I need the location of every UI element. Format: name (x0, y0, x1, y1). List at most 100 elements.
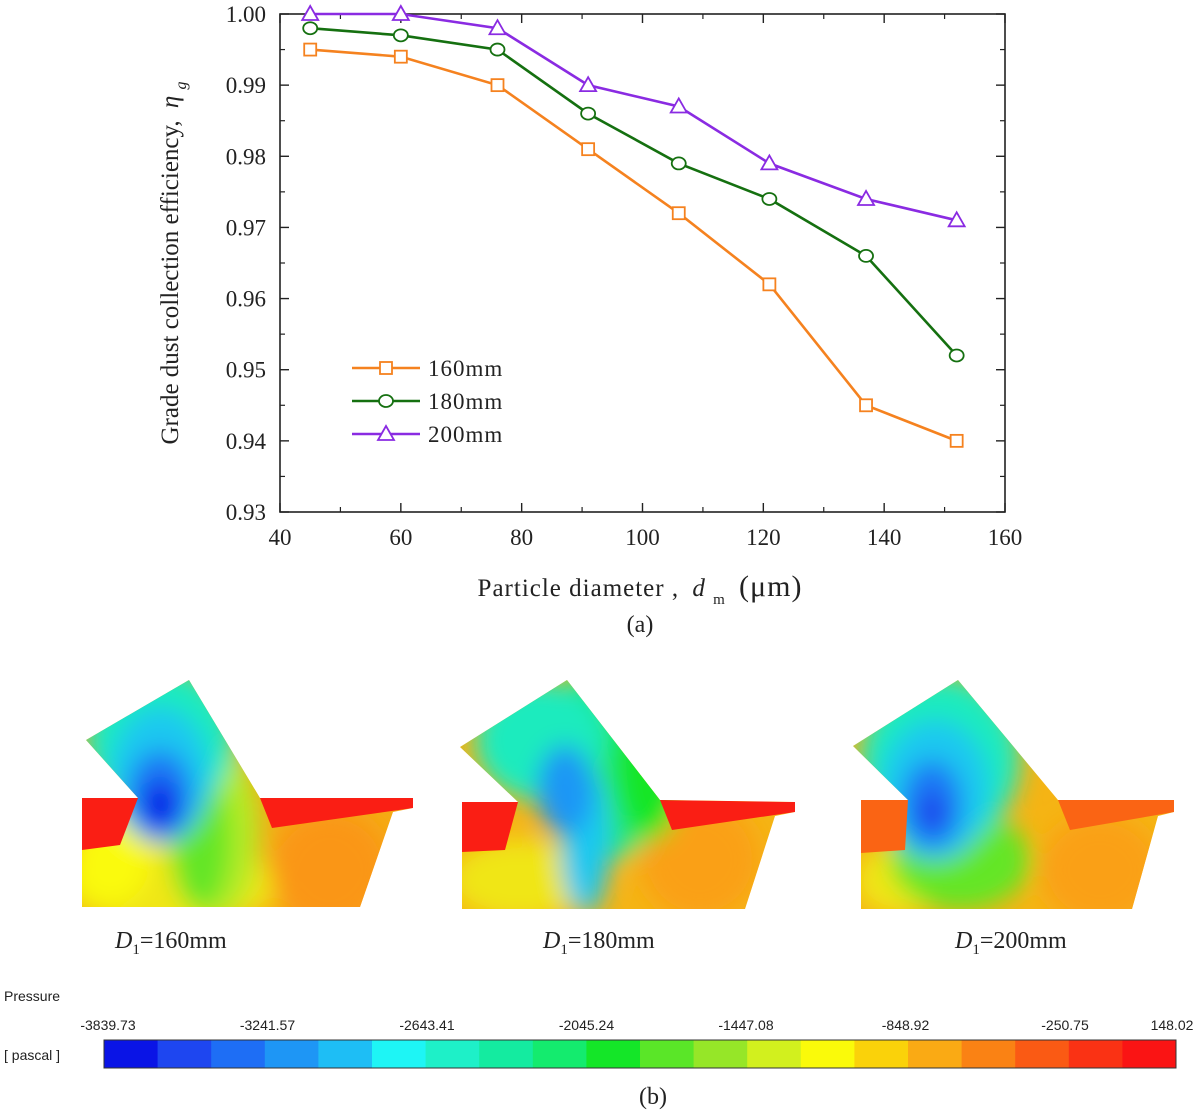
x-axis-label-main: Particle diameter , (478, 575, 680, 602)
colorbar-title: Pressure (4, 988, 60, 1004)
colorbar-label: -2643.41 (399, 1017, 454, 1033)
data-point-triangle (300, 4, 320, 21)
colorbar-label: -250.75 (1041, 1017, 1089, 1033)
data-point-circle (489, 42, 506, 57)
colorbar-label: -3839.73 (80, 1017, 135, 1033)
colorbar-segment (961, 1040, 1016, 1068)
x-axis-label-var: d (692, 575, 706, 602)
y-tick-label: 0.97 (226, 215, 266, 240)
y-tick-label: 1.00 (226, 2, 266, 27)
colorbar-segment (532, 1040, 587, 1068)
data-point-triangle (759, 153, 779, 171)
y-axis-label-var: η (157, 96, 184, 108)
legend-item-160mm: 160mm (352, 356, 502, 381)
colorbar-segment (264, 1040, 319, 1068)
series-200mm (300, 4, 967, 228)
data-point-circle (858, 248, 874, 263)
legend-label: 200mm (428, 422, 503, 447)
data-point-circle (670, 156, 687, 171)
series-180mm (302, 21, 965, 363)
chart-panel-b: D1=160mm D1=180mm D1=200mm Pressure [ pa… (4, 680, 1194, 1110)
y-tick-label: 0.95 (226, 358, 266, 383)
series-line (310, 12, 957, 222)
legend-item-180mm: 180mm (352, 389, 503, 414)
colorbar-segment (693, 1040, 748, 1068)
y-tick-label: 0.98 (226, 144, 266, 169)
series-line (310, 26, 958, 357)
data-point-square (671, 206, 686, 221)
y-axis-label-main: Grade dust collection efficiency, (157, 120, 184, 444)
x-tick-labels: 40 60 80 100 120 140 160 (269, 525, 1023, 550)
legend: 160mm 180mm 200mm (352, 356, 503, 447)
colorbar-segment (1015, 1040, 1070, 1068)
data-point-triangle (376, 424, 396, 441)
x-axis-label-unit: (μm) (739, 570, 802, 603)
colorbar-labels: -3839.73 -3241.57 -2643.41 -2045.24 -1447.08… (80, 1017, 1193, 1033)
case-label-160mm: D1=160mm (114, 928, 227, 958)
data-point-square (581, 142, 596, 157)
contour-plot-160mm (82, 680, 413, 907)
data-point-circle (302, 21, 319, 36)
colorbar-segment (800, 1040, 855, 1068)
colorbar-frame (103, 1039, 1177, 1069)
data-point-square (303, 42, 318, 57)
colorbar (103, 1039, 1177, 1069)
y-tick-label: 0.93 (226, 500, 266, 525)
x-tick-label: 160 (988, 525, 1023, 550)
data-point-circle (580, 106, 597, 121)
colorbar-segment (211, 1040, 266, 1068)
data-point-triangle (391, 4, 411, 21)
colorbar-label: 148.02 (1151, 1017, 1194, 1033)
data-point-square (379, 361, 393, 375)
contour-plot-200mm (853, 680, 1174, 909)
case-label-200mm: D1=200mm (954, 928, 1067, 958)
colorbar-segment (854, 1040, 909, 1068)
x-axis-label: Particle diameter , d m (μm) (478, 570, 803, 610)
data-point-circle (761, 192, 778, 206)
y-tick-label: 0.99 (226, 73, 266, 98)
data-point-square (393, 49, 408, 64)
chart-panel-a: 40 60 80 100 120 140 160 0.930.940.950.960.970… (157, 2, 1022, 638)
data-point-triangle (578, 75, 598, 93)
x-tick-label: 120 (746, 525, 781, 550)
series-line (310, 48, 958, 443)
data-point-square (490, 78, 505, 93)
data-point-square (859, 398, 873, 413)
colorbar-segment (640, 1040, 695, 1068)
data-point-circle (378, 394, 394, 408)
colorbar-label: -1447.08 (718, 1017, 773, 1033)
x-tick-label: 100 (625, 525, 660, 550)
axis-ticks (279, 13, 1006, 513)
colorbar-segment (479, 1040, 534, 1068)
colorbar-segment (1068, 1040, 1123, 1068)
colorbar-segment (318, 1040, 373, 1068)
colorbar-segment (747, 1040, 802, 1068)
x-tick-label: 140 (867, 525, 902, 550)
colorbar-label: -848.92 (882, 1017, 930, 1033)
x-axis-label-sub: m (713, 592, 726, 608)
data-point-square (949, 433, 964, 448)
data-point-triangle (487, 18, 508, 36)
colorbar-segment (586, 1040, 641, 1068)
y-tick-label: 0.94 (226, 429, 267, 454)
colorbar-segment (372, 1040, 427, 1068)
y-tick-labels: 0.93 0.94 0.95 0.96 0.97 0.98 0.99 1.00 (226, 2, 267, 525)
legend-label: 180mm (428, 389, 503, 414)
x-tick-label: 60 (389, 525, 412, 550)
colorbar-segment (1122, 1040, 1177, 1068)
panel-label-a: (a) (627, 612, 654, 638)
colorbar-label: -2045.24 (559, 1017, 614, 1033)
panel-label-b: (b) (639, 1084, 667, 1110)
series-160mm (303, 42, 964, 448)
colorbar-segment (908, 1040, 963, 1068)
data-point-triangle (947, 210, 967, 228)
colorbar-label: -3241.57 (240, 1017, 295, 1033)
data-point-circle (948, 348, 965, 363)
contour-plot-180mm (460, 680, 795, 909)
y-tick-label: 0.96 (226, 287, 266, 312)
colorbar-segment (425, 1040, 480, 1068)
legend-item-200mm: 200mm (352, 422, 503, 447)
x-tick-label: 80 (510, 525, 533, 550)
data-point-triangle (856, 189, 876, 206)
